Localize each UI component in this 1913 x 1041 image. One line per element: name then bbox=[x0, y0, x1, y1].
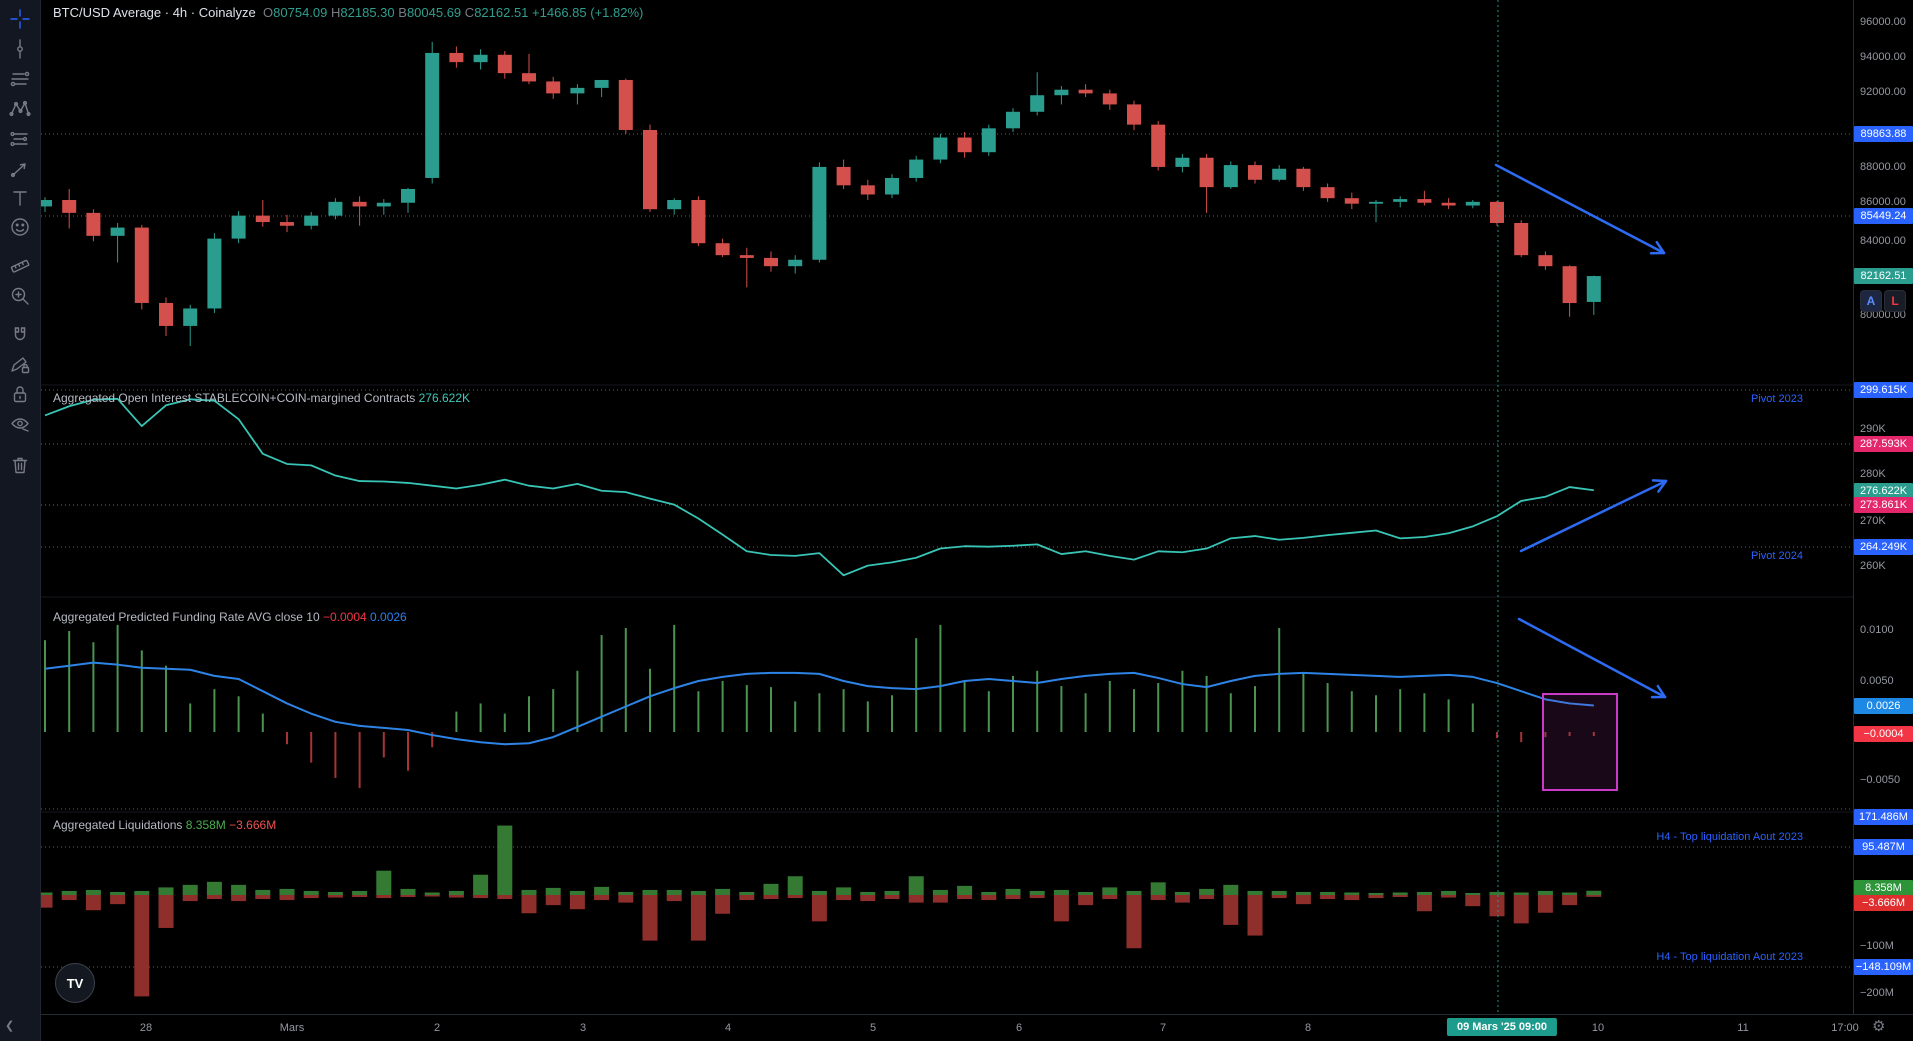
settings-gear-icon[interactable]: ⚙ bbox=[1872, 1018, 1886, 1035]
time-axis-label: Mars bbox=[279, 1022, 305, 1034]
drawing-toolbar bbox=[0, 0, 41, 1041]
log-scale-button[interactable]: L bbox=[1884, 290, 1906, 312]
change-value: +1466.85 (+1.82%) bbox=[532, 5, 644, 20]
time-axis-label: 10 bbox=[1591, 1022, 1605, 1034]
lock-icon[interactable] bbox=[9, 383, 31, 405]
price-axis[interactable]: 96000.00 94000.00 92000.00 88000.00 86000.00… bbox=[1853, 0, 1913, 1014]
axis-price-chip: 0.0026 bbox=[1854, 698, 1913, 714]
axis-tick-label: 84000.00 bbox=[1860, 235, 1906, 247]
liquidations-pane-title: Aggregated Liquidations bbox=[53, 818, 183, 832]
axis-tick-label: 86000.00 bbox=[1860, 196, 1906, 208]
axis-tick-label: 96000.00 bbox=[1860, 16, 1906, 28]
funding-pane-title: Aggregated Predicted Funding Rate AVG cl… bbox=[53, 610, 320, 624]
funding-rate-series bbox=[44, 624, 1595, 789]
trend-arrow-drawing bbox=[1519, 479, 1668, 553]
axis-price-chip: 276.622K bbox=[1854, 483, 1913, 499]
funding-value-negative: −0.0004 bbox=[322, 610, 367, 624]
funding-pane-legend[interactable]: Aggregated Predicted Funding Rate AVG cl… bbox=[53, 610, 407, 624]
draw-lock-icon[interactable] bbox=[9, 354, 31, 376]
trend-line-icon[interactable] bbox=[9, 38, 31, 60]
xabcd-pattern-icon[interactable] bbox=[9, 98, 31, 120]
liquidations-value-negative: −3.666M bbox=[229, 818, 277, 832]
tradingview-logo[interactable]: TV bbox=[55, 963, 95, 1003]
axis-price-chip: 89863.88 bbox=[1854, 126, 1913, 142]
trend-arrow-drawing bbox=[1494, 163, 1666, 255]
hide-drawings-icon[interactable] bbox=[9, 413, 31, 435]
funding-value-positive: 0.0026 bbox=[370, 610, 407, 624]
fib-retracement-icon[interactable] bbox=[9, 68, 31, 90]
axis-price-chip: 85449.24 bbox=[1854, 208, 1913, 224]
candlestick-series bbox=[38, 41, 1601, 346]
axis-price-chip: 171.486M bbox=[1854, 809, 1913, 825]
level-lines bbox=[41, 133, 1853, 968]
liquidations-series bbox=[37, 825, 1602, 997]
crosshair-icon[interactable] bbox=[9, 8, 31, 30]
collapse-toolbar-icon[interactable]: ❮ bbox=[5, 1020, 15, 1032]
axis-price-chip: 82162.51 bbox=[1854, 268, 1913, 284]
axis-price-chip: −148.109M bbox=[1854, 959, 1913, 975]
axis-price-chip: 287.593K bbox=[1854, 436, 1913, 452]
symbol-title: BTC/USD Average · 4h · Coinalyze bbox=[53, 5, 256, 20]
trash-icon[interactable] bbox=[9, 454, 31, 476]
oi-pane-legend[interactable]: Aggregated Open Interest STABLECOIN+COIN… bbox=[53, 391, 470, 405]
pivot-annotation-label: Pivot 2023 bbox=[1751, 393, 1803, 405]
time-axis-label: 8 bbox=[1304, 1022, 1312, 1034]
time-axis-label: 7 bbox=[1159, 1022, 1167, 1034]
axis-tick-label: 80000.00 bbox=[1860, 309, 1906, 321]
auto-scale-button[interactable]: A bbox=[1860, 290, 1882, 312]
magnet-icon[interactable] bbox=[9, 325, 31, 347]
open-interest-series bbox=[44, 397, 1594, 577]
liquidations-value-positive: 8.358M bbox=[185, 818, 226, 832]
axis-tick-label: 88000.00 bbox=[1860, 161, 1906, 173]
axis-price-chip: 8.358M bbox=[1854, 880, 1913, 896]
highlight-box-drawing bbox=[1542, 693, 1618, 791]
time-axis-label: 17:00 bbox=[1831, 1022, 1859, 1034]
time-axis-label: 6 bbox=[1015, 1022, 1023, 1034]
trend-arrow-drawing bbox=[1517, 617, 1667, 699]
axis-price-chip: 264.249K bbox=[1854, 539, 1913, 555]
pivot-annotation-label: H4 - Top liquidation Aout 2023 bbox=[1656, 831, 1803, 843]
axis-tick-label: −0.0050 bbox=[1860, 774, 1901, 786]
text-tool-icon[interactable] bbox=[9, 187, 31, 209]
axis-price-chip: 273.861K bbox=[1854, 497, 1913, 513]
time-axis-label: 11 bbox=[1737, 1022, 1749, 1034]
axis-price-chip: −0.0004 bbox=[1854, 726, 1913, 742]
zoom-in-icon[interactable] bbox=[9, 285, 31, 307]
symbol-legend[interactable]: BTC/USD Average · 4h · Coinalyze O80754.… bbox=[53, 5, 643, 20]
axis-price-chip: 95.487M bbox=[1854, 839, 1913, 855]
parallel-lines-icon[interactable] bbox=[9, 128, 31, 150]
oi-pane-title: Aggregated Open Interest STABLECOIN+COIN… bbox=[53, 391, 416, 405]
ruler-icon[interactable] bbox=[9, 255, 31, 277]
axis-tick-label: 0.0100 bbox=[1860, 624, 1894, 636]
time-axis[interactable]: 09 Mars '25 09:00 28 Mars 2 3 4 5 6 7 8 10 11 17:00 bbox=[0, 1014, 1913, 1041]
pivot-annotation-label: Pivot 2024 bbox=[1751, 550, 1803, 562]
pivot-annotation-label: H4 - Top liquidation Aout 2023 bbox=[1656, 951, 1803, 963]
axis-price-chip: 299.615K bbox=[1854, 382, 1913, 398]
oi-pane-value: 276.622K bbox=[418, 391, 471, 405]
axis-tick-label: 280K bbox=[1860, 468, 1886, 480]
time-axis-label: 3 bbox=[579, 1022, 587, 1034]
time-axis-label: 5 bbox=[869, 1022, 877, 1034]
axis-tick-label: 290K bbox=[1860, 423, 1886, 435]
ohlc-values: O80754.09 H82185.30 B80045.69 C82162.51 … bbox=[263, 5, 644, 20]
liquidations-pane-legend[interactable]: Aggregated Liquidations 8.358M −3.666M bbox=[53, 818, 276, 832]
time-axis-label: 2 bbox=[433, 1022, 441, 1034]
emoji-icon[interactable] bbox=[9, 216, 31, 238]
axis-tick-label: −200M bbox=[1860, 987, 1894, 999]
axis-tick-label: 92000.00 bbox=[1860, 86, 1906, 98]
time-axis-label: 28 bbox=[139, 1022, 153, 1034]
axis-tick-label: 94000.00 bbox=[1860, 51, 1906, 63]
axis-tick-label: 0.0050 bbox=[1860, 675, 1894, 687]
axis-tick-label: 270K bbox=[1860, 515, 1886, 527]
time-axis-label: 4 bbox=[724, 1022, 732, 1034]
axis-tick-label: 260K bbox=[1860, 560, 1886, 572]
axis-price-chip: −3.666M bbox=[1854, 895, 1913, 911]
arrow-draw-icon[interactable] bbox=[9, 158, 31, 180]
crosshair-time-label: 09 Mars '25 09:00 bbox=[1446, 1018, 1558, 1036]
axis-tick-label: −100M bbox=[1860, 940, 1894, 952]
